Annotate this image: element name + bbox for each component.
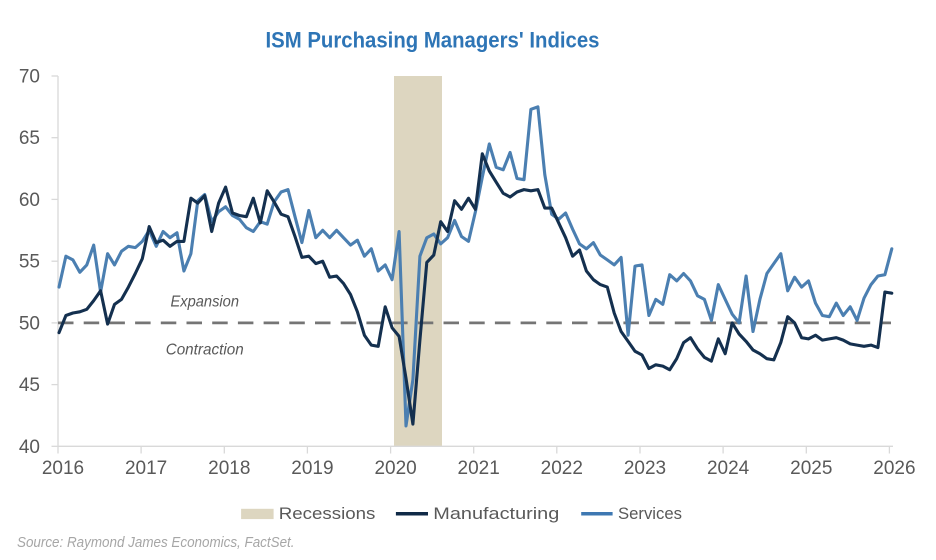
svg-text:ISM Purchasing Managers' Indic: ISM Purchasing Managers' Indices (266, 28, 600, 53)
svg-text:45: 45 (19, 375, 40, 396)
svg-text:65: 65 (19, 128, 40, 149)
svg-text:Expansion: Expansion (171, 294, 240, 311)
svg-text:Recessions: Recessions (279, 505, 376, 523)
svg-text:2022: 2022 (541, 458, 583, 479)
svg-text:2019: 2019 (291, 458, 333, 479)
svg-text:2026: 2026 (873, 458, 915, 479)
svg-text:Manufacturing: Manufacturing (433, 505, 559, 523)
svg-text:2020: 2020 (374, 458, 416, 479)
svg-text:2016: 2016 (42, 458, 84, 479)
svg-text:Services: Services (618, 505, 682, 523)
svg-text:60: 60 (19, 190, 40, 211)
svg-text:2023: 2023 (624, 458, 666, 479)
svg-text:2021: 2021 (458, 458, 500, 479)
svg-text:2018: 2018 (208, 458, 250, 479)
svg-text:Contraction: Contraction (166, 342, 244, 359)
svg-text:2025: 2025 (790, 458, 832, 479)
svg-text:40: 40 (19, 437, 40, 458)
svg-text:Source: Raymond James Economic: Source: Raymond James Economics, FactSet… (17, 535, 295, 551)
svg-text:50: 50 (19, 313, 40, 334)
svg-text:2017: 2017 (125, 458, 167, 479)
svg-text:55: 55 (19, 252, 40, 273)
svg-text:70: 70 (19, 67, 40, 88)
svg-text:2024: 2024 (707, 458, 750, 479)
